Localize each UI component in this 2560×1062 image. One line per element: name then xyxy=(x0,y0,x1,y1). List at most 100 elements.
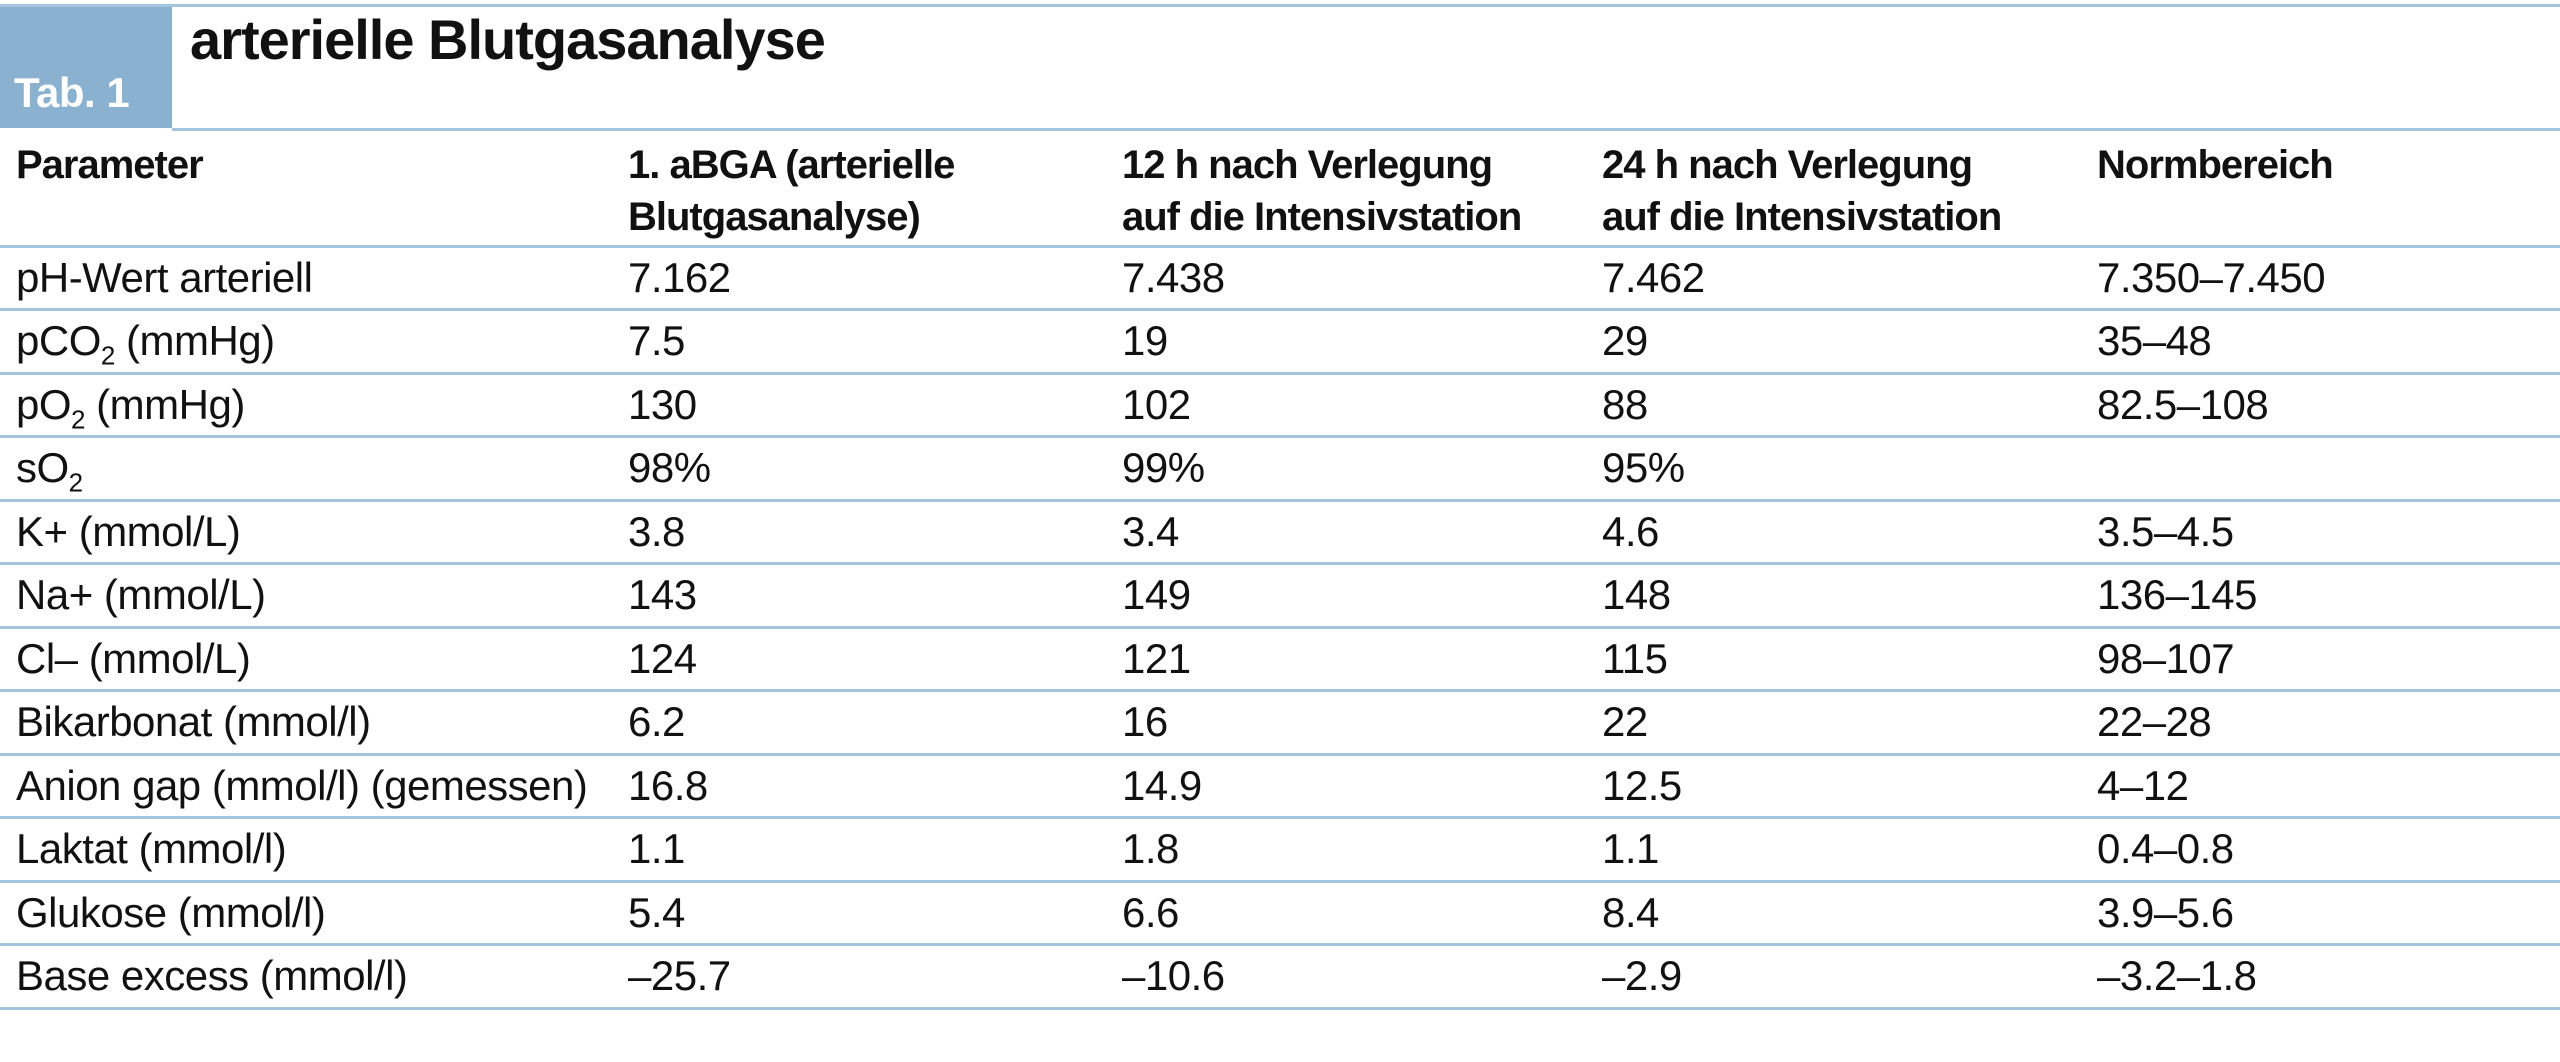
value-cell-24h: 1.1 xyxy=(1602,817,2097,883)
value-cell-normbereich: 22–28 xyxy=(2097,690,2560,756)
parameter-cell: K+ (mmol/L) xyxy=(0,500,628,565)
value-cell-24h: 148 xyxy=(1602,563,2097,629)
value-cell-12h: 121 xyxy=(1122,627,1602,692)
value-cell-normbereich: 35–48 xyxy=(2097,309,2560,375)
value-cell-first-abga: 7.162 xyxy=(628,246,1122,311)
parameter-label: Base excess (mmol/l) xyxy=(16,952,408,1000)
parameter-label: Na+ (mmol/L) xyxy=(16,571,266,619)
value-cell-24h: 115 xyxy=(1602,627,2097,692)
value-cell-12h: 1.8 xyxy=(1122,817,1602,883)
parameter-cell: Cl– (mmol/L) xyxy=(0,627,628,692)
parameter-subscript: 2 xyxy=(71,404,85,435)
table-row: Base excess (mmol/l) –25.7 –10.6 –2.9 –3… xyxy=(0,944,2560,1010)
parameter-subscript: 2 xyxy=(68,467,83,498)
table-row: Laktat (mmol/l) 1.1 1.8 1.1 0.4–0.8 xyxy=(0,817,2560,883)
parameter-cell: pCO2 (mmHg) xyxy=(0,309,628,375)
table-row: sO2 98% 99% 95% xyxy=(0,436,2560,502)
blood-gas-table: Parameter 1. aBGA (arterielle Blutgasana… xyxy=(0,131,2560,1010)
parameter-label-suffix: (mmHg) xyxy=(114,317,275,365)
table-row: Glukose (mmol/l) 5.4 6.6 8.4 3.9–5.6 xyxy=(0,881,2560,946)
value-cell-normbereich: 4–12 xyxy=(2097,754,2560,819)
table-row: pH-Wert arteriell 7.162 7.438 7.462 7.35… xyxy=(0,246,2560,311)
value-cell-normbereich: 98–107 xyxy=(2097,627,2560,692)
value-cell-24h: 95% xyxy=(1602,436,2097,502)
table-title: arterielle Blutgasanalyse xyxy=(190,8,826,71)
value-cell-first-abga: 130 xyxy=(628,373,1122,438)
value-cell-12h: 7.438 xyxy=(1122,246,1602,311)
title-band-rule xyxy=(172,128,2560,131)
value-cell-normbereich: 3.9–5.6 xyxy=(2097,881,2560,946)
table-body: pH-Wert arteriell 7.162 7.438 7.462 7.35… xyxy=(0,246,2560,1010)
value-cell-24h: 7.462 xyxy=(1602,246,2097,311)
value-cell-12h: 149 xyxy=(1122,563,1602,629)
value-cell-24h: 4.6 xyxy=(1602,500,2097,565)
value-cell-first-abga: 7.5 xyxy=(628,309,1122,375)
value-cell-first-abga: 3.8 xyxy=(628,500,1122,565)
header-row: Parameter 1. aBGA (arterielle Blutgasana… xyxy=(0,131,2560,248)
top-rule xyxy=(0,4,2560,7)
parameter-label: Laktat (mmol/l) xyxy=(16,825,287,873)
value-cell-normbereich: –3.2–1.8 xyxy=(2097,944,2560,1010)
column-header-first-abga: 1. aBGA (arterielle Blutgasanalyse) xyxy=(628,131,1122,248)
table-row: pCO2 (mmHg) 7.5 19 29 35–48 xyxy=(0,309,2560,375)
parameter-label: Bikarbonat (mmol/l) xyxy=(16,698,371,746)
parameter-cell: Na+ (mmol/L) xyxy=(0,563,628,629)
value-cell-first-abga: 16.8 xyxy=(628,754,1122,819)
table-row: Bikarbonat (mmol/l) 6.2 16 22 22–28 xyxy=(0,690,2560,756)
value-cell-first-abga: 98% xyxy=(628,436,1122,502)
value-cell-12h: –10.6 xyxy=(1122,944,1602,1010)
parameter-label: Anion gap (mmol/l) (gemessen) xyxy=(16,761,588,809)
table-row: K+ (mmol/L) 3.8 3.4 4.6 3.5–4.5 xyxy=(0,500,2560,565)
table-header: Parameter 1. aBGA (arterielle Blutgasana… xyxy=(0,131,2560,248)
value-cell-normbereich: 3.5–4.5 xyxy=(2097,500,2560,565)
value-cell-first-abga: 5.4 xyxy=(628,881,1122,946)
parameter-cell: pO2 (mmHg) xyxy=(0,373,628,438)
value-cell-24h: 8.4 xyxy=(1602,881,2097,946)
parameter-cell: sO2 xyxy=(0,436,628,502)
parameter-cell: pH-Wert arteriell xyxy=(0,246,628,311)
column-header-24h: 24 h nach Verlegung auf die Intensivstat… xyxy=(1602,131,2097,248)
value-cell-first-abga: 1.1 xyxy=(628,817,1122,883)
column-header-12h: 12 h nach Verlegung auf die Intensivstat… xyxy=(1122,131,1602,248)
parameter-label: pO xyxy=(16,380,72,428)
value-cell-12h: 19 xyxy=(1122,309,1602,375)
parameter-subscript: 2 xyxy=(100,340,115,371)
value-cell-24h: 29 xyxy=(1602,309,2097,375)
table-number-label: Tab. 1 xyxy=(14,69,130,116)
column-header-parameter: Parameter xyxy=(0,131,628,248)
value-cell-12h: 3.4 xyxy=(1122,500,1602,565)
parameter-label: K+ (mmol/L) xyxy=(16,507,241,555)
value-cell-12h: 6.6 xyxy=(1122,881,1602,946)
value-cell-first-abga: –25.7 xyxy=(628,944,1122,1010)
table-row: Cl– (mmol/L) 124 121 115 98–107 xyxy=(0,627,2560,692)
value-cell-24h: –2.9 xyxy=(1602,944,2097,1010)
value-cell-12h: 16 xyxy=(1122,690,1602,756)
parameter-label: Glukose (mmol/l) xyxy=(16,888,326,936)
parameter-cell: Glukose (mmol/l) xyxy=(0,881,628,946)
value-cell-normbereich: 0.4–0.8 xyxy=(2097,817,2560,883)
column-header-normbereich: Normbereich xyxy=(2097,131,2560,248)
value-cell-24h: 88 xyxy=(1602,373,2097,438)
value-cell-first-abga: 124 xyxy=(628,627,1122,692)
parameter-cell: Bikarbonat (mmol/l) xyxy=(0,690,628,756)
table-number-box: Tab. 1 xyxy=(0,7,172,128)
table-row: pO2 (mmHg) 130 102 88 82.5–108 xyxy=(0,373,2560,438)
parameter-cell: Anion gap (mmol/l) (gemessen) xyxy=(0,754,628,819)
value-cell-12h: 99% xyxy=(1122,436,1602,502)
value-cell-normbereich xyxy=(2097,436,2560,502)
parameter-label: sO xyxy=(16,444,69,492)
table-row: Na+ (mmol/L) 143 149 148 136–145 xyxy=(0,563,2560,629)
parameter-label: pH-Wert arteriell xyxy=(16,253,313,301)
value-cell-24h: 22 xyxy=(1602,690,2097,756)
value-cell-12h: 14.9 xyxy=(1122,754,1602,819)
parameter-label-suffix: (mmHg) xyxy=(85,380,245,428)
value-cell-normbereich: 82.5–108 xyxy=(2097,373,2560,438)
value-cell-12h: 102 xyxy=(1122,373,1602,438)
value-cell-24h: 12.5 xyxy=(1602,754,2097,819)
parameter-label: Cl– (mmol/L) xyxy=(16,634,251,682)
value-cell-normbereich: 136–145 xyxy=(2097,563,2560,629)
parameter-cell: Base excess (mmol/l) xyxy=(0,944,628,1010)
parameter-label: pCO xyxy=(16,317,101,365)
table-row: Anion gap (mmol/l) (gemessen) 16.8 14.9 … xyxy=(0,754,2560,819)
value-cell-normbereich: 7.350–7.450 xyxy=(2097,246,2560,311)
